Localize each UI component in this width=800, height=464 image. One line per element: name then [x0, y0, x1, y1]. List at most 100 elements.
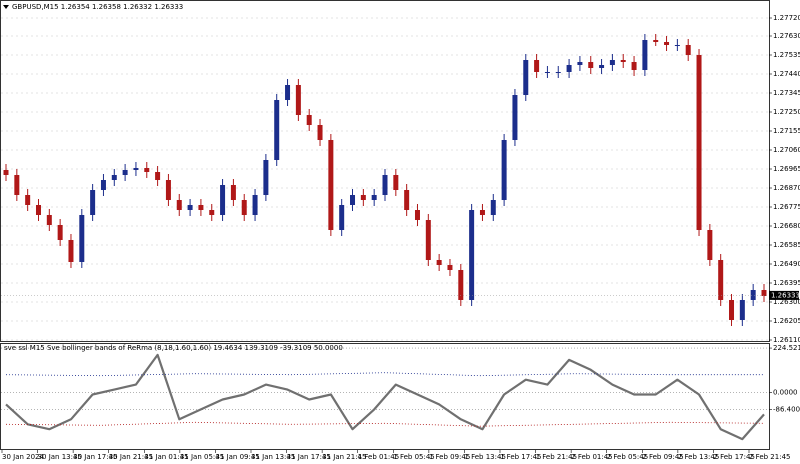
x-tick-label: 1 Feb 21:45	[536, 453, 577, 461]
candle-body	[436, 260, 442, 265]
candle-body	[544, 72, 550, 73]
candle-body	[155, 172, 161, 180]
y-tick-label: 224.5219	[773, 344, 800, 352]
candle-body	[718, 260, 724, 300]
y-tick-label: -86.4005	[773, 406, 800, 414]
y-tick-label: 1.26395	[773, 279, 800, 287]
candle-body	[220, 185, 226, 215]
candle-body	[577, 62, 583, 65]
oscillator-line: ReRma	[5, 353, 765, 441]
candle-body	[198, 205, 204, 210]
y-tick-label: 1.27345	[773, 89, 800, 97]
candle-body	[3, 170, 9, 175]
candle-body	[100, 180, 106, 190]
candle-body	[404, 190, 410, 210]
candle-body	[295, 85, 301, 115]
candle-body	[393, 175, 399, 190]
candle-body	[490, 200, 496, 215]
last-price-box	[769, 290, 799, 300]
candle-body	[144, 168, 150, 172]
candle-body	[469, 210, 475, 300]
candle-body	[523, 60, 529, 95]
indicator-title: sve ssl M15 Sve bollinger bands of ReRma…	[4, 344, 343, 352]
candle-body	[664, 42, 670, 45]
candle-body	[382, 175, 388, 195]
candle-body	[674, 45, 680, 46]
plots: 1.27720 1.27630 1.27535 1.27440 1.27345 1.272…	[1, 14, 800, 461]
x-tick-label: 30 Jan 17:45	[73, 453, 117, 461]
candle-body	[209, 210, 215, 215]
candle-body	[274, 100, 280, 160]
y-tick-label: 1.27155	[773, 127, 800, 135]
candle-body	[111, 175, 117, 180]
y-tick-label: 1.26110	[773, 336, 800, 344]
candle-body	[241, 200, 247, 215]
y-tick-label: 1.27630	[773, 32, 800, 40]
candle-body	[360, 195, 366, 200]
candle-body	[534, 60, 540, 72]
candle-body	[79, 215, 85, 262]
candle-body	[447, 265, 453, 270]
candle-body	[458, 270, 464, 300]
main-frame	[0, 0, 770, 342]
candle-body	[90, 190, 96, 215]
candle-body	[350, 195, 356, 205]
candle-body	[707, 230, 713, 260]
candle-body	[165, 180, 171, 200]
y-tick-label: 1.26965	[773, 165, 800, 173]
candle-body	[631, 62, 637, 70]
candle-body	[35, 205, 41, 215]
candle-body	[425, 220, 431, 260]
last-price-label: 1.26333	[771, 291, 800, 299]
y-tick-label: 0.0000	[773, 389, 798, 397]
x-tick-label: 31 Jan 17:45	[287, 453, 331, 461]
candle-body	[14, 175, 20, 195]
y-tick-label: 1.26490	[773, 260, 800, 268]
y-tick-label: 1.27060	[773, 146, 800, 154]
y-tick-label: 1.26775	[773, 203, 800, 211]
y-tick-label: 1.27720	[773, 14, 800, 22]
y-tick-label: 1.27535	[773, 51, 800, 59]
candle-body	[739, 300, 745, 320]
candle-body	[371, 195, 377, 200]
x-tick-label: 30 Jan 13:45	[38, 453, 82, 461]
x-tick-label: 31 Jan 21:45	[322, 453, 366, 461]
candle-body	[750, 290, 756, 300]
candle-body	[328, 140, 334, 230]
x-tick-label: 2 Feb 13:45	[678, 453, 719, 461]
candle-body	[122, 170, 128, 175]
candle-body	[25, 195, 31, 205]
candle-body	[230, 185, 236, 200]
candle-body	[609, 60, 615, 65]
x-tick-label: 1 Feb 01:45	[358, 453, 399, 461]
candle-body	[685, 45, 691, 55]
sub-frame	[0, 343, 770, 450]
y-tick-label: 1.26870	[773, 184, 800, 192]
x-tick-label: 2 Feb 01:45	[571, 453, 612, 461]
candle-body	[599, 65, 605, 68]
candle-body	[285, 85, 291, 100]
candle-body	[339, 205, 345, 230]
candle-body	[501, 140, 507, 200]
band-line: Upper band	[5, 372, 764, 377]
band-line: Lower band	[5, 421, 765, 427]
y-tick-label: 1.26585	[773, 241, 800, 249]
x-tick-label: 30 Jan 21:45	[109, 453, 153, 461]
x-tick-label: 1 Feb 09:45	[429, 453, 470, 461]
candle-body	[512, 95, 518, 140]
candle-body	[729, 300, 735, 320]
candle-body	[252, 195, 258, 215]
x-tick-label: 1 Feb 17:45	[500, 453, 541, 461]
candle-body	[642, 40, 648, 70]
x-tick-label: 2 Feb 21:45	[749, 453, 790, 461]
y-tick-label: 1.27250	[773, 108, 800, 116]
x-tick-label: 31 Jan 05:45	[180, 453, 224, 461]
candle-body	[761, 290, 767, 296]
menu-arrow[interactable]	[3, 5, 9, 9]
x-tick-label: 2 Feb 09:45	[642, 453, 683, 461]
x-tick-label: 31 Jan 01:45	[144, 453, 188, 461]
candle-body	[479, 210, 485, 215]
chart-title: GBPUSD,M15 1.26354 1.26358 1.26332 1.263…	[12, 3, 183, 11]
candle-body	[555, 72, 561, 73]
